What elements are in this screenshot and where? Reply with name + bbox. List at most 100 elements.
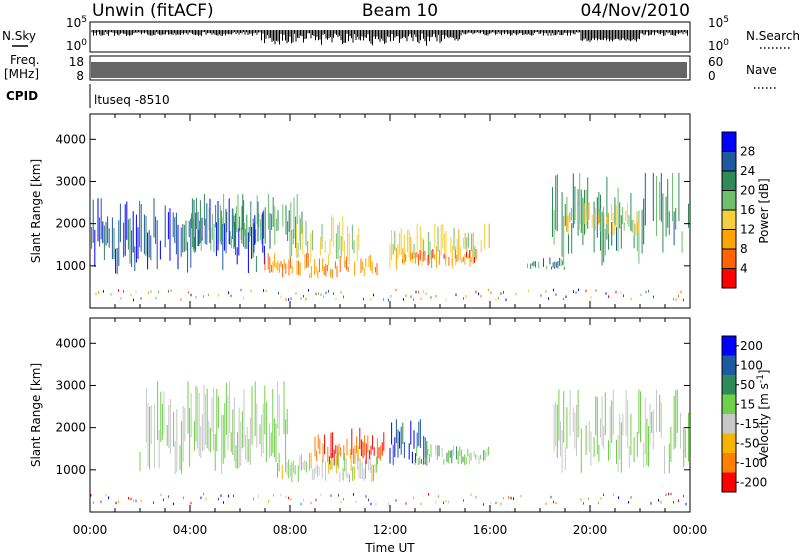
colorbar-swatch [722,414,736,434]
colorbar-frame [721,335,737,493]
colorbar-swatch [722,151,736,172]
heatmap-region [89,198,265,275]
y-tick-label: 2000 [55,421,86,435]
velocity-ylabel: Slant Range [km] [29,363,43,467]
freq-tick-top: 18 [69,55,84,69]
colorbar-tick-label: -50 [740,436,760,450]
colorbar-swatch [722,268,736,289]
freq-unit: [MHz] [4,67,39,81]
colorbar-swatch [722,249,736,269]
y-tick-label: 3000 [55,378,86,392]
noise-panel: N.Sky 105 100 105 100 N.Search [2,15,800,53]
freq-label: Freq. [10,53,40,67]
cpid-value: ltuseq -8510 [94,93,170,107]
velocity-panel: 1000 2000 3000 4000 Slant Range [km] 200 100… [29,317,771,513]
colorbar-swatch [722,132,736,152]
nsearch-label: N.Search [746,29,800,43]
near-range-scatter [95,288,684,302]
freq-tick-bottom: 8 [76,69,84,83]
colorbar-tick-label: 15 [740,397,755,411]
colorbar-tick-label: 28 [740,145,755,159]
y-tick-label: 1000 [55,259,86,273]
y-tick-label: 1000 [55,463,86,477]
colorbar-swatch [722,171,736,191]
heatmap-region [402,249,477,266]
colorbar-tick-label: -200 [740,475,767,489]
y-tick-label: 3000 [55,174,86,188]
x-tick-labels: 00:00 04:00 08:00 12:00 16:00 20:00 00:00 [73,523,708,537]
heatmap-region [314,427,385,466]
colorbar-tick-label: -15 [740,417,760,431]
heatmap-region [553,389,689,474]
velocity-colorbar-label: Velocity [m s-1] [756,370,771,461]
velocity-heatmap [90,381,689,506]
colorbar-swatch [722,210,736,230]
x-axis-label: Time UT [364,541,415,554]
heatmap-region [414,444,490,466]
x-tick-label: 00:00 [673,523,708,537]
x-tick-label: 04:00 [173,523,208,537]
heatmap-region [264,253,378,279]
colorbar-swatch [722,229,736,250]
colorbar-tick-label: 20 [740,184,755,198]
colorbar-swatch [722,394,736,415]
power-panel: 1000 2000 3000 4000 Slant Range [km] 28 24 20… [29,113,771,309]
power-xticks [89,114,691,308]
nave-tick-bottom: 0 [708,69,716,83]
x-tick-label: 16:00 [473,523,508,537]
date-title: 04/Nov/2010 [580,1,690,21]
colorbar-tick-label: -100 [740,456,767,470]
freq-panel: Freq. [MHz] 18 8 60 0 Nave [4,53,777,89]
colorbar-tick-label: 200 [740,339,763,353]
colorbar-tick-label: 50 [740,378,755,392]
nave-label: Nave [746,63,777,77]
noise-tick-right-bottom: 100 [708,38,729,53]
colorbar-tick-label: 8 [740,242,748,256]
colorbar-swatch [722,453,736,473]
near-range-scatter [90,492,687,506]
heatmap-region [566,202,640,237]
colorbar-swatch [722,433,736,454]
beam-title: Beam 10 [362,1,438,21]
colorbar-tick-label: 12 [740,223,755,237]
nsky-label: N.Sky [2,29,36,43]
y-tick-label: 4000 [55,336,86,350]
velocity-colorbar: 200 100 50 15 -15 -50 -100 -200 [721,335,767,493]
colorbar-tick-label: 16 [740,203,755,217]
noise-marks [91,30,688,46]
x-tick-label: 00:00 [73,523,108,537]
noise-frame [89,21,691,53]
power-colorbar: 28 24 20 16 12 8 4 [721,131,755,289]
y-tick-label: 4000 [55,132,86,146]
x-tick-label: 12:00 [373,523,408,537]
cpid-label: CPID [6,89,38,103]
noise-tick-right-top: 105 [708,15,729,30]
heatmap-region [552,173,689,266]
noise-tick-left-top: 105 [66,15,87,30]
noise-tick-left-bottom: 100 [66,38,87,53]
power-yticks: 1000 2000 3000 4000 [55,132,690,273]
nave-tick-top: 60 [708,55,723,69]
x-tick-label: 08:00 [273,523,308,537]
colorbar-swatch [722,336,736,356]
heatmap-region [289,215,360,266]
heatmap-region [139,381,288,474]
freq-marks [91,62,687,78]
power-heatmap [89,173,689,302]
velocity-yticks: 1000 2000 3000 4000 [55,336,690,477]
heatmap-region [389,223,490,270]
y-tick-label: 2000 [55,217,86,231]
heatmap-region [389,419,428,466]
x-tick-label: 20:00 [573,523,608,537]
colorbar-swatch [722,355,736,376]
heatmap-region [527,257,565,270]
heatmap-region [277,453,378,483]
freq-frame [89,55,691,81]
colorbar-tick-label: 100 [740,358,763,372]
colorbar-swatch [722,375,736,395]
velocity-xticks [89,318,691,512]
colorbar-swatch [722,190,736,211]
power-colorbar-label: Power [dB] [757,178,771,243]
colorbar-tick-label: 4 [740,262,748,276]
